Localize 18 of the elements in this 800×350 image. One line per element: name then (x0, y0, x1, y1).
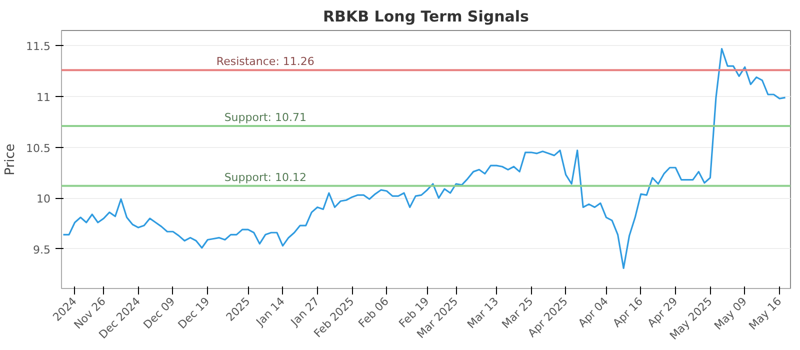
x-tick-label: Dec 09 (140, 294, 178, 332)
line-series (62, 48, 786, 269)
y-tick-label: 11.5 (26, 40, 51, 54)
ref-line-label: Support: 10.71 (224, 110, 307, 124)
y-tick-label: 9.5 (33, 243, 51, 256)
y-tick-label: 11 (36, 91, 51, 104)
y-tick-label: 10 (36, 192, 51, 206)
chart-title: RBKB Long Term Signals (323, 8, 530, 26)
x-tick-label: Dec 19 (176, 294, 212, 332)
x-tick-label: Mar 13 (464, 294, 502, 332)
x-tick-label: Apr 16 (610, 294, 646, 330)
y-tick-label: 10.5 (26, 142, 51, 155)
x-tick-label: Jan 14 (253, 294, 288, 330)
ref-line-label: Support: 10.12 (224, 170, 307, 184)
x-tick-label: Feb 06 (356, 294, 392, 330)
y-axis-title: Price (3, 144, 18, 176)
ref-line-label: Resistance: 11.26 (216, 55, 314, 68)
x-tick-label: Apr 04 (576, 294, 611, 330)
